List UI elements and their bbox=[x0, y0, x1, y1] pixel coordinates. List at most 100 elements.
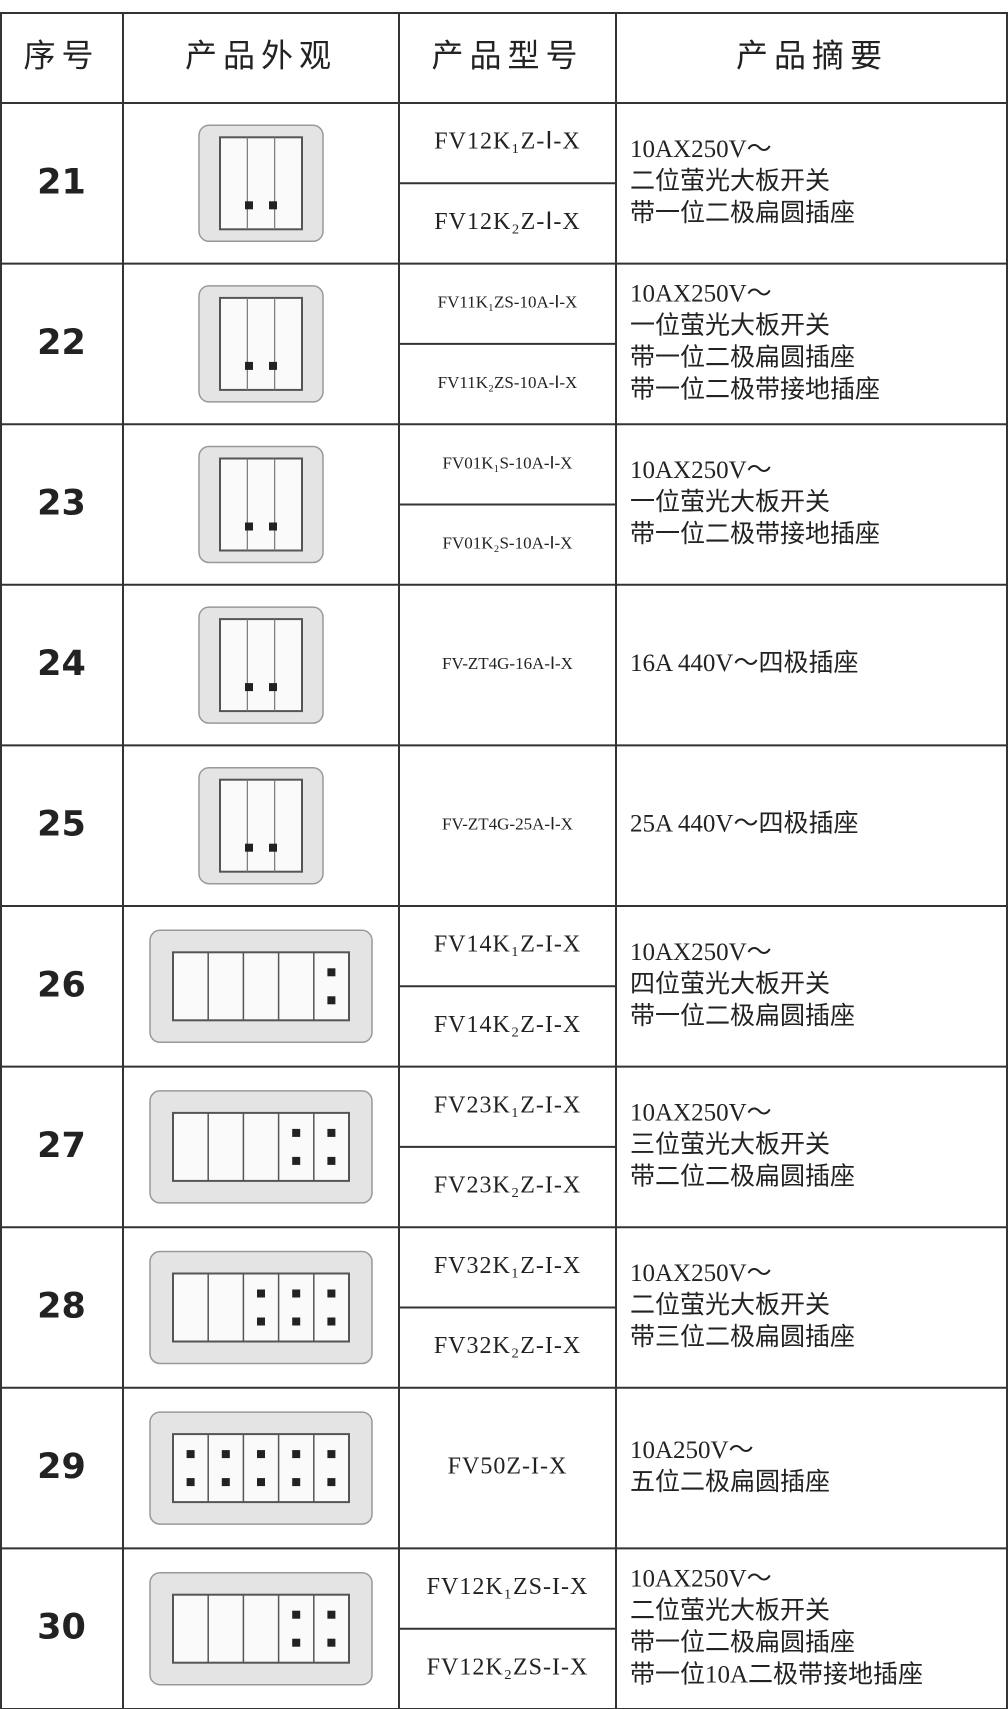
socket-pin bbox=[269, 522, 277, 531]
row-number: 28 bbox=[37, 1287, 86, 1327]
row-number: 26 bbox=[37, 965, 86, 1005]
header-bg bbox=[0, 13, 1008, 103]
model-code: FV12K₁Z-Ⅰ-X bbox=[434, 129, 580, 155]
summary-line: 10AX250V～ bbox=[630, 136, 772, 163]
summary-line: 五位二极扁圆插座 bbox=[630, 1468, 830, 1496]
plate-inner bbox=[172, 1593, 350, 1664]
summary-line: 25A 440V～四极插座 bbox=[630, 809, 858, 837]
socket-pin bbox=[327, 1450, 336, 1459]
socket-pin bbox=[221, 1478, 230, 1487]
header-cell: 产品摘要 bbox=[736, 37, 888, 75]
summary-line: 10AX250V～ bbox=[630, 457, 772, 484]
model-code: FV23K₂Z-I-X bbox=[434, 1173, 581, 1199]
socket-pin bbox=[245, 843, 253, 852]
socket-pin bbox=[327, 1156, 336, 1165]
summary-line: 带一位二极扁圆插座 bbox=[630, 344, 855, 372]
row-number: 21 bbox=[37, 162, 86, 202]
header-cell: 产品型号 bbox=[431, 37, 583, 75]
summary-line: 四位萤光大板开关 bbox=[630, 970, 830, 998]
header-cell: 序号 bbox=[23, 37, 99, 75]
socket-pin bbox=[327, 1610, 336, 1619]
row-number: 23 bbox=[37, 484, 86, 524]
summary-line: 10AX250V～ bbox=[630, 1260, 772, 1287]
socket-pin bbox=[292, 1478, 301, 1487]
plate-inner bbox=[172, 1433, 350, 1504]
plate-inner bbox=[172, 951, 350, 1022]
model-code: FV11K₁ZS-10A-Ⅰ-X bbox=[438, 293, 578, 312]
plate-inner bbox=[219, 778, 303, 873]
model-code: FV-ZT4G-25A-Ⅰ-X bbox=[442, 815, 573, 834]
socket-pin bbox=[327, 1128, 336, 1137]
socket-pin bbox=[257, 1478, 265, 1487]
socket-pin bbox=[186, 1450, 195, 1459]
socket-pin bbox=[257, 1289, 265, 1298]
plate-inner bbox=[219, 618, 303, 713]
summary-line: 带一位二极带接地插座 bbox=[630, 376, 880, 404]
model-code: FV14K₂Z-I-X bbox=[434, 1012, 581, 1038]
socket-pin bbox=[292, 1317, 301, 1326]
socket-pin bbox=[327, 968, 336, 977]
model-code: FV14K₁Z-I-X bbox=[434, 932, 581, 958]
socket-pin bbox=[327, 1638, 336, 1647]
summary-line: 带一位二极扁圆插座 bbox=[630, 199, 855, 227]
socket-pin bbox=[186, 1478, 195, 1487]
model-code: FV01K₁S-10A-Ⅰ-X bbox=[443, 453, 573, 472]
socket-pin bbox=[257, 1450, 265, 1459]
socket-pin bbox=[327, 1289, 336, 1298]
model-code: FV01K₂S-10A-Ⅰ-X bbox=[443, 534, 573, 553]
socket-pin bbox=[327, 1317, 336, 1326]
socket-pin bbox=[269, 683, 277, 692]
model-code: FV12K₂ZS-I-X bbox=[427, 1654, 589, 1680]
socket-pin bbox=[292, 1156, 301, 1165]
plate-inner bbox=[172, 1111, 350, 1182]
summary-line: 10A250V～ bbox=[630, 1437, 754, 1464]
socket-pin bbox=[245, 201, 253, 210]
model-code: FV32K₂Z-I-X bbox=[434, 1333, 581, 1359]
socket-pin bbox=[292, 1638, 301, 1647]
summary-line: 16A 440V～四极插座 bbox=[630, 649, 858, 677]
socket-pin bbox=[292, 1128, 301, 1137]
header-cell: 产品外观 bbox=[185, 37, 337, 75]
summary-line: 10AX250V～ bbox=[630, 939, 772, 966]
model-code: FV23K₁Z-I-X bbox=[434, 1092, 581, 1118]
model-code: FV12K₂Z-Ⅰ-X bbox=[434, 209, 580, 235]
socket-pin bbox=[221, 1450, 230, 1459]
model-code: FV50Z-I-X bbox=[448, 1454, 568, 1480]
row-number: 30 bbox=[37, 1608, 86, 1648]
socket-pin bbox=[327, 996, 336, 1005]
model-code: FV32K₁Z-I-X bbox=[434, 1253, 581, 1279]
model-code: FV11K₂ZS-10A-Ⅰ-X bbox=[438, 373, 578, 392]
summary-line: 一位萤光大板开关 bbox=[630, 488, 830, 516]
summary-line: 带三位二极扁圆插座 bbox=[630, 1323, 855, 1351]
row-number: 29 bbox=[37, 1447, 86, 1487]
model-code: FV-ZT4G-16A-Ⅰ-X bbox=[442, 654, 573, 673]
summary-line: 带二位二极扁圆插座 bbox=[630, 1163, 855, 1191]
socket-pin bbox=[292, 1450, 301, 1459]
summary-line: 带一位二极扁圆插座 bbox=[630, 1002, 855, 1030]
socket-pin bbox=[257, 1317, 265, 1326]
summary-line: 10AX250V～ bbox=[630, 281, 772, 308]
plate-inner bbox=[219, 457, 303, 552]
summary-line: 10AX250V～ bbox=[630, 1100, 772, 1127]
summary-line: 带一位二极扁圆插座 bbox=[630, 1628, 855, 1656]
summary-line: 带一位二极带接地插座 bbox=[630, 520, 880, 548]
summary-line: 三位萤光大板开关 bbox=[630, 1131, 830, 1159]
row-number: 25 bbox=[37, 805, 86, 845]
socket-pin bbox=[245, 683, 253, 692]
row-number: 24 bbox=[37, 644, 86, 684]
summary-line: 二位萤光大板开关 bbox=[630, 1291, 830, 1319]
model-code: FV12K₁ZS-I-X bbox=[427, 1574, 589, 1600]
summary-line: 10AX250V～ bbox=[630, 1565, 772, 1592]
summary-line: 二位萤光大板开关 bbox=[630, 167, 830, 195]
summary-line: 带一位10A二极带接地插座 bbox=[630, 1660, 923, 1688]
summary-line: 一位萤光大板开关 bbox=[630, 312, 830, 340]
summary-line: 二位萤光大板开关 bbox=[630, 1596, 830, 1624]
plate-inner bbox=[219, 136, 303, 231]
socket-pin bbox=[269, 201, 277, 210]
row-number: 22 bbox=[37, 323, 86, 363]
socket-pin bbox=[245, 522, 253, 531]
socket-pin bbox=[327, 1478, 336, 1487]
socket-pin bbox=[269, 361, 277, 370]
socket-pin bbox=[292, 1610, 301, 1619]
